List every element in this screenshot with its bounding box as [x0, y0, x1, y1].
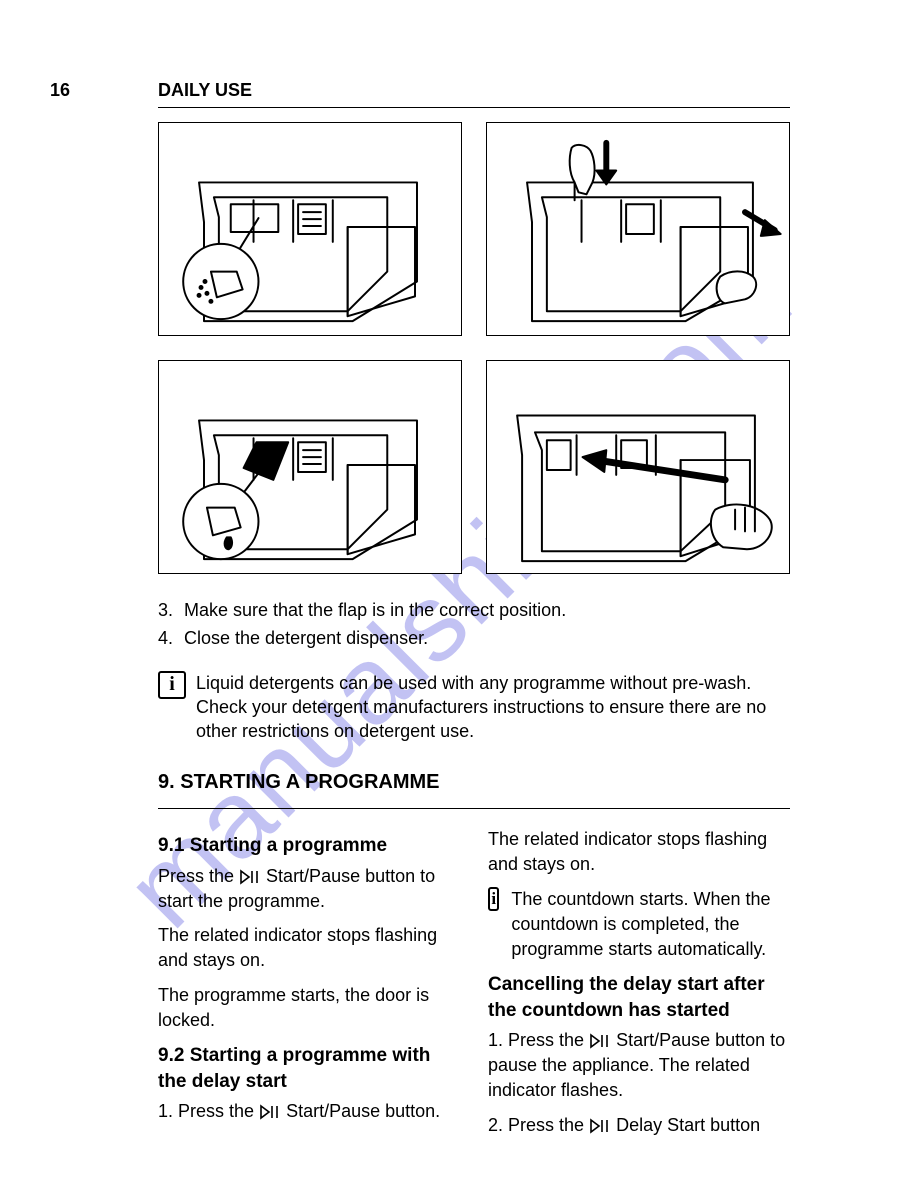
info-icon: i — [488, 887, 499, 911]
figure-grid — [158, 122, 790, 574]
left-column: 9.1 Starting a programme Press the Start… — [158, 827, 458, 1147]
right-info: i The countdown starts. When the countdo… — [488, 887, 788, 961]
main-content: DAILY USE — [158, 80, 790, 1147]
play-pause-icon — [589, 1118, 611, 1134]
header-title: DAILY USE — [158, 80, 790, 101]
info-text: Liquid detergents can be used with any p… — [196, 671, 790, 744]
figure-2 — [486, 122, 790, 336]
step-4-num: 4. — [158, 626, 184, 650]
left-p3: The programme starts, the door is locked… — [158, 983, 458, 1033]
step-4: 4. Close the detergent dispenser. — [158, 626, 790, 650]
info-icon: i — [158, 671, 186, 699]
header-rule — [158, 107, 790, 108]
play-pause-icon — [589, 1033, 611, 1049]
play-pause-icon — [239, 869, 261, 885]
right-p1: The related indicator stops flashing and… — [488, 827, 788, 877]
sub-9-1: 9.1 Starting a programme — [158, 833, 458, 859]
right-column: The related indicator stops flashing and… — [488, 827, 788, 1147]
left-p2: The related indicator stops flashing and… — [158, 923, 458, 973]
right-s2: 2. Press the Delay Start button — [488, 1113, 788, 1138]
step-3-text: Make sure that the flap is in the correc… — [184, 598, 566, 622]
right-sub: Cancelling the delay start after the cou… — [488, 972, 788, 1024]
section-rule — [158, 808, 790, 809]
figure-3 — [158, 360, 462, 574]
left-p1: Press the Start/Pause button to start th… — [158, 864, 458, 914]
steps-list: 3. Make sure that the flap is in the cor… — [158, 598, 790, 651]
section-title: 9. STARTING A PROGRAMME — [158, 771, 790, 794]
play-pause-icon — [259, 1104, 281, 1120]
two-columns: 9.1 Starting a programme Press the Start… — [158, 827, 790, 1147]
right-s1: 1. Press the Start/Pause button to pause… — [488, 1028, 788, 1102]
step-3-num: 3. — [158, 598, 184, 622]
step-3: 3. Make sure that the flap is in the cor… — [158, 598, 790, 622]
figure-4 — [486, 360, 790, 574]
figure-1 — [158, 122, 462, 336]
step-4-text: Close the detergent dispenser. — [184, 626, 428, 650]
sub-9-2: 9.2 Starting a programme with the delay … — [158, 1043, 458, 1095]
info-block: i Liquid detergents can be used with any… — [158, 671, 790, 744]
left-p4: 1. Press the Start/Pause button. — [158, 1099, 458, 1124]
page-number: 16 — [50, 80, 70, 101]
